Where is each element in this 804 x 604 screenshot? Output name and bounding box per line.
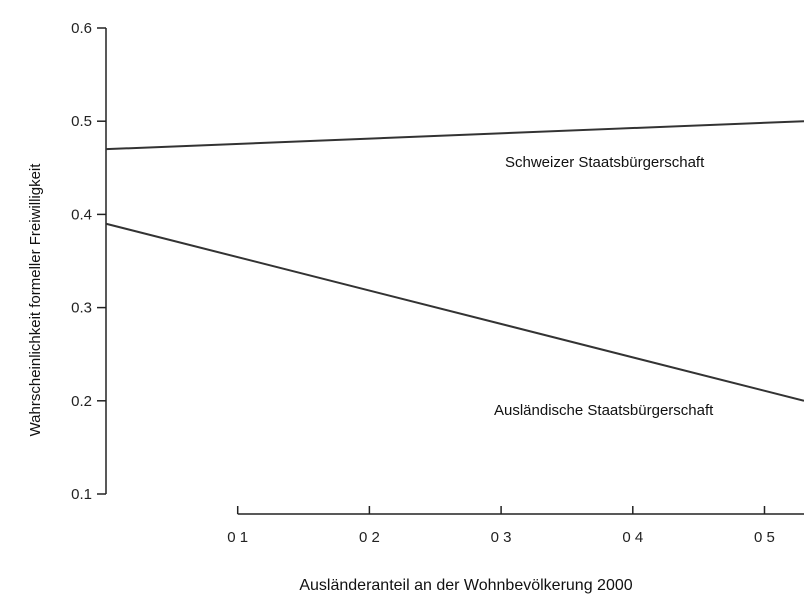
x-axis-ticks: 0 1 0 2 0 3 0 4 0 5 [227,506,775,546]
x-tick-label: 0 4 [622,529,643,546]
x-tick-label: 0 5 [754,529,775,546]
y-axis-ticks: 0.1 0.2 0.3 0.4 0.5 0.6 [71,20,106,503]
series-line [105,222,804,402]
series-line [105,120,804,151]
y-tick-label: 0.4 [71,206,92,223]
y-tick-label: 0.1 [71,486,92,503]
series-lines [105,120,804,402]
series-label: Schweizer Staatsbürgerschaft [505,154,705,171]
plot-area: 0.1 0.2 0.3 0.4 0.5 0.6 0 1 0 2 0 3 0 4 0 5 Schwe… [71,20,804,546]
x-tick-label: 0 2 [359,529,380,546]
series-label: Ausländische Staatsbürgerschaft [494,402,714,419]
series-labels: Schweizer Staatsbürgerschaft Ausländische… [494,154,714,419]
x-axis-label: Ausländeranteil an der Wohnbevölkerung 2… [299,577,632,594]
y-tick-label: 0.3 [71,300,92,317]
x-tick-label: 0 3 [491,529,512,546]
y-tick-label: 0.5 [71,113,92,130]
x-tick-label: 0 1 [227,529,248,546]
y-tick-label: 0.6 [71,20,92,37]
y-tick-label: 0.2 [71,393,92,410]
y-axis-label: Wahrscheinlichkeit formeller Freiwilligk… [27,163,44,437]
